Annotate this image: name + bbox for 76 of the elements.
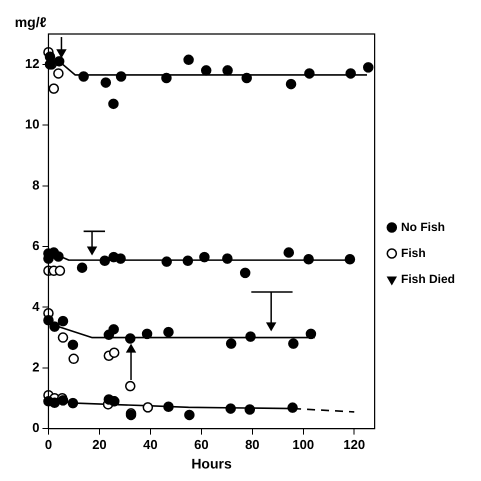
point <box>244 404 256 415</box>
point <box>58 332 68 343</box>
point <box>53 251 64 262</box>
point <box>53 68 64 79</box>
point <box>68 340 78 350</box>
legend-label: Fish Died <box>400 272 456 286</box>
point <box>68 354 79 364</box>
y-tick-label: 2 <box>32 359 40 374</box>
point <box>58 395 68 406</box>
point <box>344 254 356 264</box>
point <box>284 247 294 258</box>
point <box>125 333 136 344</box>
point <box>87 246 97 255</box>
point <box>58 316 68 326</box>
legend-label: No Fish <box>400 220 445 234</box>
y-tick-label: 10 <box>24 116 40 132</box>
point <box>116 71 126 82</box>
point <box>240 268 250 278</box>
x-tick-label: 80 <box>245 436 260 452</box>
x-tick-label: 40 <box>143 436 158 452</box>
legend-label: Fish <box>400 246 426 260</box>
point <box>287 402 298 413</box>
point <box>56 49 66 58</box>
point <box>78 71 89 82</box>
point <box>161 256 172 267</box>
point <box>200 65 212 76</box>
point <box>163 326 174 338</box>
point <box>245 331 256 342</box>
point <box>241 72 252 84</box>
point <box>222 253 233 264</box>
point <box>345 68 356 79</box>
point <box>226 338 236 349</box>
point <box>115 253 126 264</box>
point <box>142 328 152 340</box>
point <box>286 78 296 90</box>
y-tick-label: 8 <box>32 177 40 192</box>
point <box>182 255 194 266</box>
point <box>161 72 172 84</box>
y-tick-label: 12 <box>24 56 40 71</box>
x-tick-label: 20 <box>92 436 107 452</box>
point <box>108 324 119 335</box>
point <box>222 65 233 76</box>
point <box>288 338 299 349</box>
point <box>49 321 60 332</box>
point <box>199 252 210 262</box>
point <box>306 328 316 340</box>
x-tick-label: 120 <box>343 436 366 452</box>
point <box>100 255 110 266</box>
point <box>183 54 194 66</box>
point <box>100 77 112 88</box>
point <box>126 344 136 353</box>
y-axis-title: mg/ℓ <box>14 14 47 30</box>
x-axis-title: Hours <box>191 455 232 472</box>
point <box>54 266 66 276</box>
point <box>68 398 78 408</box>
point <box>266 322 276 331</box>
point <box>304 68 315 79</box>
point <box>363 62 374 73</box>
x-tick-label: 60 <box>194 436 209 452</box>
y-tick-label: 6 <box>32 238 40 254</box>
point <box>163 401 174 412</box>
point <box>184 410 195 420</box>
point <box>225 403 236 414</box>
x-tick-label: 0 <box>44 436 52 452</box>
point <box>48 83 60 94</box>
point <box>108 347 120 358</box>
point <box>303 254 314 264</box>
point <box>142 402 154 413</box>
y-tick-label: 4 <box>32 298 40 314</box>
point <box>54 56 64 67</box>
point <box>108 98 119 110</box>
point <box>49 398 60 408</box>
point <box>76 262 88 273</box>
y-tick-label: 0 <box>32 420 40 436</box>
point <box>125 380 136 392</box>
x-tick-label: 100 <box>292 436 314 452</box>
